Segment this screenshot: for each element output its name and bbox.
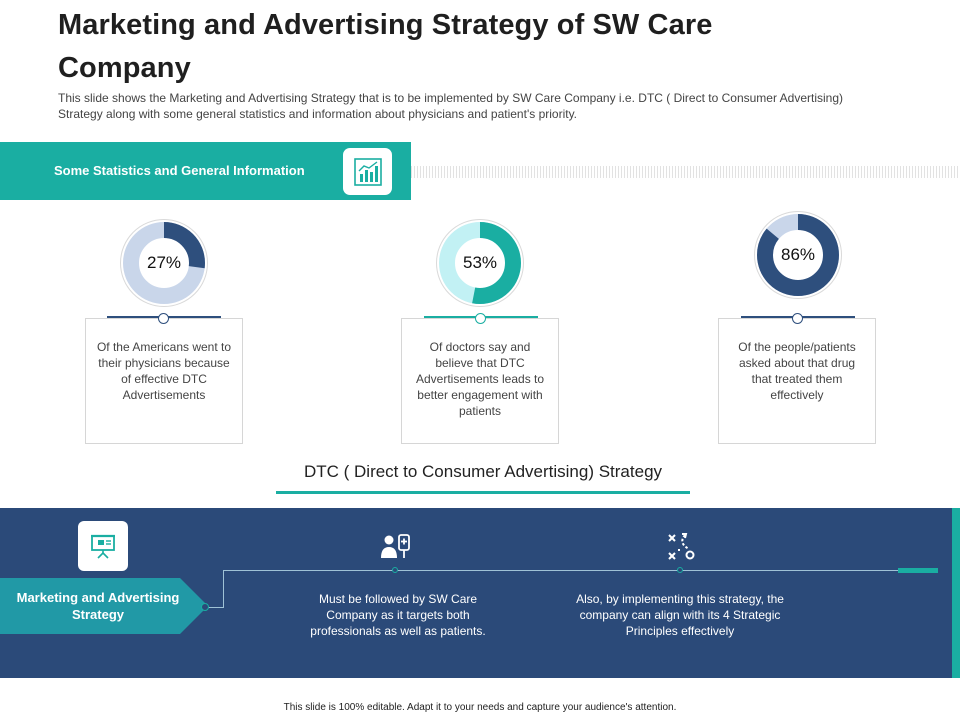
stat-text-3: Of the people/patients asked about that … xyxy=(738,340,856,402)
connector-main xyxy=(223,570,899,571)
stat-card-3: Of the people/patients asked about that … xyxy=(718,318,876,444)
stat-card-2: Of doctors say and believe that DTC Adve… xyxy=(401,318,559,444)
connector-riser xyxy=(223,571,224,608)
connector-left xyxy=(208,607,224,608)
strategy-label-arrow: Marketing and Advertising Strategy xyxy=(0,578,208,634)
connector-end-stub xyxy=(898,568,938,573)
stat-percent-2: 53% xyxy=(462,253,498,272)
stat-pin-3 xyxy=(792,313,803,324)
presentation-board-icon xyxy=(78,521,128,571)
bar-chart-icon xyxy=(343,148,392,195)
stat-donut-1: 27% xyxy=(119,218,209,308)
stat-donut-1-fill xyxy=(123,222,205,304)
banner-dotted-divider xyxy=(411,166,960,178)
strategy-point-2: Also, by implementing this strategy, the… xyxy=(576,592,784,638)
strategy-point-1: Must be followed by SW Care Company as i… xyxy=(310,592,486,638)
strategy-panel-edge xyxy=(952,508,960,678)
strategy-label: Marketing and Advertising Strategy xyxy=(16,590,180,622)
stat-donut-3-fill xyxy=(757,214,839,296)
stat-donut-3: 86% xyxy=(753,210,843,300)
strategy-play-icon xyxy=(664,530,698,564)
slide-subtitle: This slide shows the Marketing and Adver… xyxy=(58,91,843,121)
connector-dot-1 xyxy=(392,567,398,573)
slide-title: Marketing and Advertising Strategy of SW… xyxy=(58,9,713,84)
stat-donut-2: 53% xyxy=(435,218,525,308)
connector-start-dot xyxy=(201,603,209,611)
slide-footer: This slide is 100% editable. Adapt it to… xyxy=(283,702,677,713)
stat-pin-1 xyxy=(158,313,169,324)
connector-dot-2 xyxy=(677,567,683,573)
stat-card-1: Of the Americans went to their physician… xyxy=(85,318,243,444)
stats-banner-label: Some Statistics and General Information xyxy=(54,163,305,178)
stat-text-1: Of the Americans went to their physician… xyxy=(96,340,232,402)
strategy-heading-underline xyxy=(276,491,690,494)
stats-banner: Some Statistics and General Information xyxy=(0,142,411,200)
stat-percent-1: 27% xyxy=(146,253,182,272)
stat-text-2: Of doctors say and believe that DTC Adve… xyxy=(415,340,545,418)
stat-donut-2-fill xyxy=(439,222,521,304)
strategy-heading: DTC ( Direct to Consumer Advertising) St… xyxy=(303,462,663,481)
stat-pin-2 xyxy=(475,313,486,324)
doctor-patient-icon xyxy=(378,530,412,564)
stat-percent-3: 86% xyxy=(780,245,816,264)
